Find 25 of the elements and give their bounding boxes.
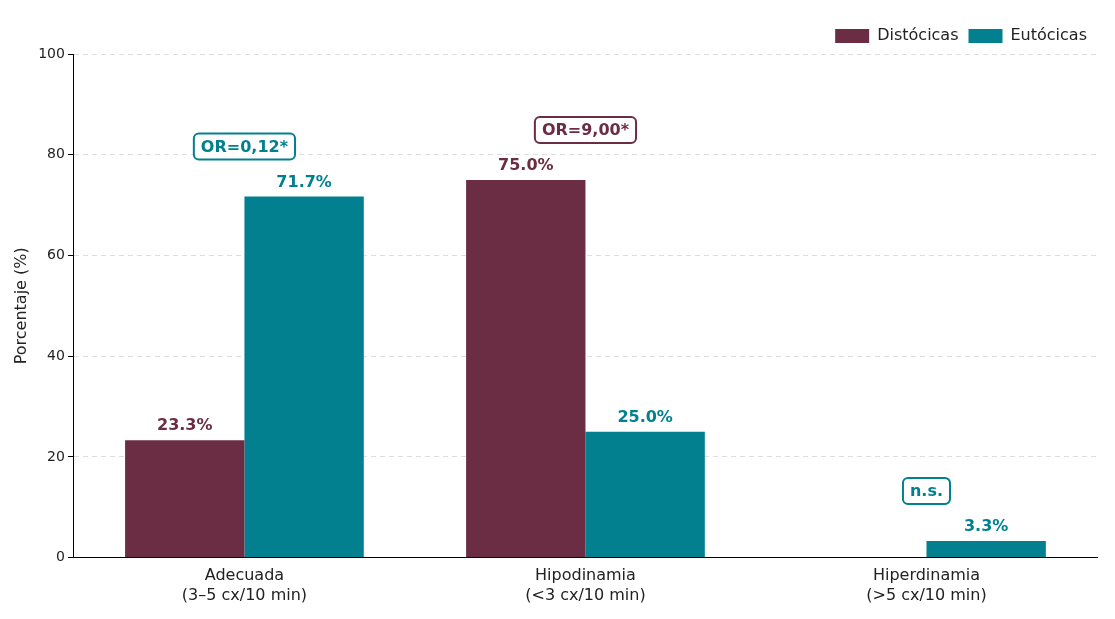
bar bbox=[244, 196, 364, 558]
y-tick-label: 40 bbox=[47, 346, 65, 363]
y-tick-label: 100 bbox=[38, 44, 65, 61]
y-axis-title: Porcentaje (%) bbox=[10, 247, 30, 365]
bar bbox=[926, 540, 1046, 558]
legend-label: Eutócicas bbox=[1010, 25, 1088, 45]
y-tick-label: 60 bbox=[47, 246, 65, 263]
bar bbox=[585, 431, 705, 558]
annotation: OR=0,12* bbox=[200, 136, 289, 156]
x-tick-label: Hiperdinamia (>5 cx/10 min) bbox=[866, 565, 987, 604]
legend-label: Distócicas bbox=[877, 25, 959, 45]
x-tick-label: Adecuada (3–5 cx/10 min) bbox=[181, 565, 308, 604]
bar bbox=[125, 440, 245, 558]
y-tick-label: 20 bbox=[47, 447, 65, 464]
data-label: 25.0% bbox=[617, 406, 673, 426]
data-label: 71.7% bbox=[276, 171, 332, 191]
y-tick-label: 80 bbox=[47, 145, 65, 162]
x-tick-label: Hipodinamia (<3 cx/10 min) bbox=[525, 565, 646, 604]
annotation: n.s. bbox=[909, 481, 944, 501]
bar bbox=[466, 179, 586, 558]
data-label: 23.3% bbox=[157, 415, 213, 435]
y-tick-label: 0 bbox=[56, 548, 65, 565]
annotation: OR=9,00* bbox=[541, 120, 630, 140]
data-label: 75.0% bbox=[498, 155, 554, 175]
data-label: 3.3% bbox=[963, 516, 1009, 536]
